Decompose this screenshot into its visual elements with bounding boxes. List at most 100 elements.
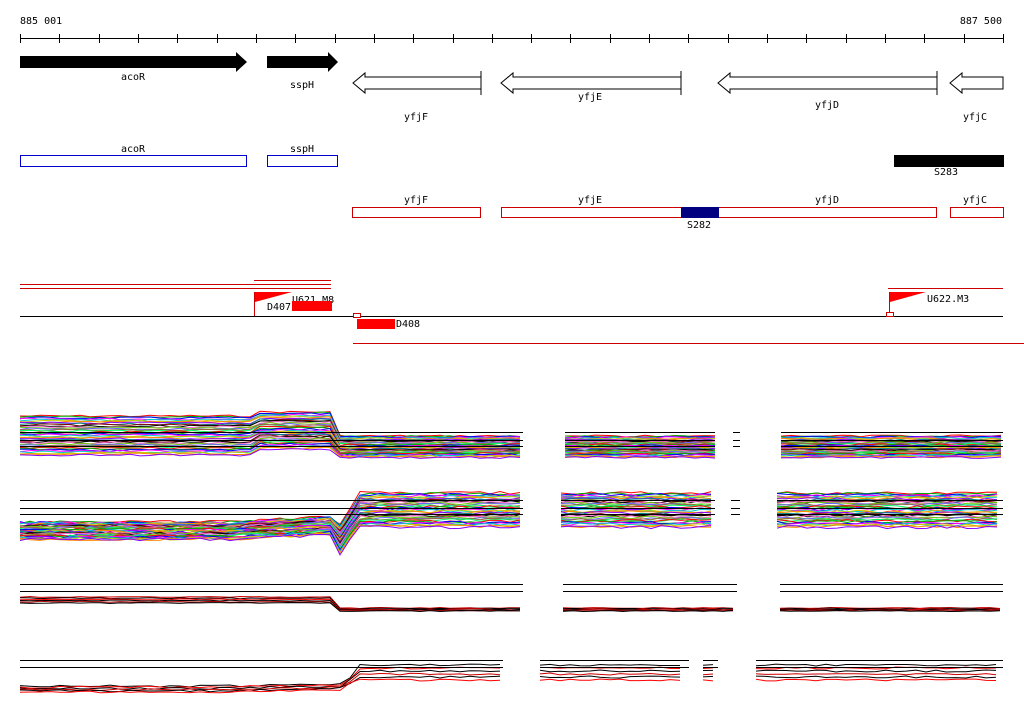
profile-line xyxy=(780,452,1002,456)
profile-line xyxy=(19,666,501,689)
profile-line xyxy=(780,456,1002,459)
profile-line xyxy=(755,666,997,670)
red-yfje-label: yfjE xyxy=(578,195,602,206)
profile-line xyxy=(19,498,521,532)
profile-line xyxy=(560,522,712,526)
profile-line xyxy=(562,608,734,611)
red-yfjd-label: yfjD xyxy=(815,195,839,206)
profile-line xyxy=(776,497,998,502)
profile-line xyxy=(776,512,998,516)
profile-line xyxy=(560,492,712,496)
red-yfjf-box[interactable] xyxy=(352,207,481,218)
d407-box[interactable] xyxy=(292,301,332,311)
profile-line xyxy=(19,440,521,456)
red-yfjf-label: yfjF xyxy=(404,195,428,206)
gene-arrow-yfjf-label: yfjF xyxy=(404,112,428,123)
profile-line xyxy=(563,609,734,612)
gene-arrow-yfjf[interactable] xyxy=(352,71,482,95)
profile-line xyxy=(19,434,521,452)
profile-line xyxy=(755,673,997,676)
gene-arrow-yfjc-label: yfjC xyxy=(963,112,987,123)
profile-line xyxy=(19,675,501,693)
gene-arrow-yfjd[interactable] xyxy=(717,71,938,95)
expression-panel-1 xyxy=(19,410,1003,459)
s283-label: S283 xyxy=(934,167,958,178)
profile-line xyxy=(539,675,681,679)
profile-line xyxy=(19,505,521,539)
red-yfjd-box[interactable] xyxy=(718,207,937,218)
profile-line xyxy=(560,514,712,519)
profile-line xyxy=(19,597,521,610)
d407-label[interactable]: D407 xyxy=(267,302,291,313)
blue-ssph-label: sspH xyxy=(290,144,314,155)
blue-acor-label: acoR xyxy=(121,144,146,155)
blue-ssph-box[interactable] xyxy=(267,155,338,167)
d408-box[interactable] xyxy=(357,319,395,329)
profile-line xyxy=(776,518,998,523)
profile-line xyxy=(564,443,716,447)
profile-line xyxy=(776,491,998,496)
profile-line xyxy=(19,416,521,441)
profile-line xyxy=(702,673,714,676)
profile-line xyxy=(19,421,521,445)
blue-gene-track: acoR sspH S283 xyxy=(20,144,1004,178)
gene-arrow-acor-label: acoR xyxy=(121,72,146,83)
profile-line xyxy=(19,432,521,451)
profile-line xyxy=(776,516,998,521)
profile-line xyxy=(702,675,714,678)
coord-end-label: 887 500 xyxy=(960,16,1002,27)
profile-line xyxy=(19,525,521,556)
profile-line xyxy=(776,519,998,524)
red-yfje-box[interactable] xyxy=(501,207,682,218)
profile-line xyxy=(539,678,681,682)
profile-line xyxy=(19,600,521,612)
profile-line xyxy=(20,441,521,456)
u621-flag-icon xyxy=(255,292,292,302)
profile-line xyxy=(755,675,997,679)
profile-line xyxy=(780,451,1002,455)
profile-line xyxy=(561,497,712,501)
profile-line xyxy=(755,663,997,667)
gene-arrow-yfjd-label: yfjD xyxy=(815,100,839,111)
gene-arrow-ssph[interactable] xyxy=(267,52,338,72)
blue-acor-box[interactable] xyxy=(20,155,247,167)
gene-arrow-yfje[interactable] xyxy=(500,71,682,95)
s282-label: S282 xyxy=(687,220,711,231)
profile-line xyxy=(779,609,1001,613)
profile-line xyxy=(561,517,712,522)
gene-arrow-yfjc[interactable] xyxy=(949,71,1004,95)
profile-line xyxy=(560,493,712,498)
profile-line xyxy=(780,443,1002,447)
gene-arrow-track: acoR sspH yfjF yfjE yfjD yfjC xyxy=(20,52,1004,123)
u622-label[interactable]: U622.M3 xyxy=(927,294,969,305)
profile-line xyxy=(19,599,521,611)
profile-line xyxy=(702,679,714,682)
profile-line xyxy=(19,410,521,438)
gene-arrow-ssph-label: sspH xyxy=(290,80,314,91)
profile-line xyxy=(560,518,712,523)
profile-line xyxy=(19,414,521,440)
profile-line xyxy=(776,511,998,516)
profile-line xyxy=(776,506,998,511)
red-yfjc-box[interactable] xyxy=(950,207,1004,218)
profile-line xyxy=(19,669,501,690)
d408-tick-box xyxy=(353,313,361,318)
gene-arrow-yfje-label: yfjE xyxy=(578,92,602,103)
profile-line xyxy=(755,678,997,682)
profile-line xyxy=(19,517,520,550)
profile-line xyxy=(19,595,520,610)
s282-feature[interactable] xyxy=(681,207,719,218)
red-gene-track: yfjF yfjE yfjD yfjC S282 xyxy=(352,195,1004,231)
profile-line xyxy=(779,609,1001,612)
d408-label[interactable]: D408 xyxy=(396,319,420,330)
red-yfjc-label: yfjC xyxy=(963,195,987,206)
profile-line xyxy=(539,663,680,667)
s283-feature[interactable] xyxy=(894,155,1004,167)
profile-line xyxy=(562,610,734,613)
u621-label[interactable]: U621.M8 xyxy=(292,295,334,306)
profile-line xyxy=(776,525,998,530)
profile-line xyxy=(19,678,501,694)
gene-arrow-acor[interactable] xyxy=(20,52,247,72)
profile-line xyxy=(19,602,521,613)
profile-line xyxy=(776,521,998,526)
